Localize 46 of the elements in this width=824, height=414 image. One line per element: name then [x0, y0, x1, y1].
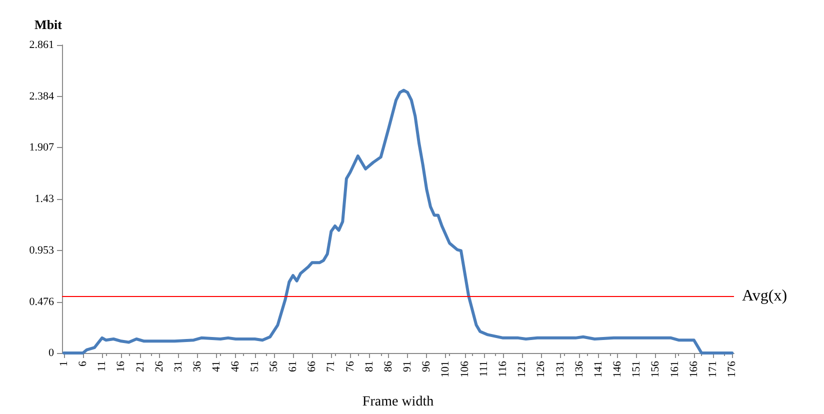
- y-tick-label: 0.953: [29, 244, 54, 256]
- x-tick-label: 96: [420, 360, 433, 372]
- x-tick-label: 11: [96, 361, 108, 372]
- x-tick-label: 61: [287, 361, 299, 372]
- x-tick-label: 151: [630, 361, 643, 378]
- x-tick-label: 36: [192, 360, 204, 372]
- x-tick-label: 66: [306, 360, 318, 372]
- x-tick-label: 46: [230, 360, 242, 372]
- x-tick-label: 121: [516, 361, 528, 378]
- x-tick-label: 176: [726, 360, 738, 378]
- x-tick-label: 91: [402, 361, 414, 372]
- x-tick-label: 76: [344, 360, 356, 372]
- x-tick-label: 6: [77, 360, 89, 366]
- x-tick-label: 21: [134, 361, 146, 372]
- y-tick-label: 0: [48, 347, 54, 359]
- x-tick-label: 171: [707, 361, 719, 378]
- x-tick-label: 26: [153, 360, 166, 372]
- x-tick-label: 81: [363, 361, 376, 372]
- x-tick-label: 106: [458, 360, 471, 378]
- x-tick-label: 116: [497, 360, 509, 378]
- x-tick-label: 56: [268, 360, 280, 372]
- x-axis-title: Frame width: [362, 394, 434, 410]
- x-tick-label: 166: [688, 360, 700, 378]
- y-tick-label: 2.384: [29, 90, 54, 102]
- y-tick-label: 0.476: [29, 296, 54, 308]
- x-tick-label: 31: [172, 361, 184, 372]
- y-tick-label: 1.907: [29, 142, 54, 154]
- y-tick-label: 1.43: [34, 193, 54, 206]
- x-tick-label: 156: [650, 360, 662, 378]
- x-tick-label: 1: [58, 361, 70, 366]
- x-tick-label: 41: [210, 361, 223, 372]
- x-tick-label: 131: [554, 361, 566, 378]
- x-tick-label: 111: [478, 361, 490, 377]
- ref-line-label: Avg(x): [742, 287, 788, 304]
- x-tick-label: 86: [382, 360, 394, 372]
- y-axis-title: Mbit: [34, 17, 63, 32]
- y-tick-label: 2.861: [29, 39, 54, 51]
- x-tick-label: 101: [440, 361, 452, 378]
- x-tick-label: 16: [115, 360, 128, 372]
- x-tick-label: 141: [592, 361, 604, 378]
- x-tick-label: 161: [668, 361, 681, 378]
- x-tick-label: 51: [248, 361, 261, 372]
- x-tick-label: 126: [535, 360, 548, 378]
- x-tick-label: 71: [325, 361, 338, 372]
- x-tick-label: 136: [573, 360, 586, 378]
- x-tick-label: 146: [612, 360, 624, 378]
